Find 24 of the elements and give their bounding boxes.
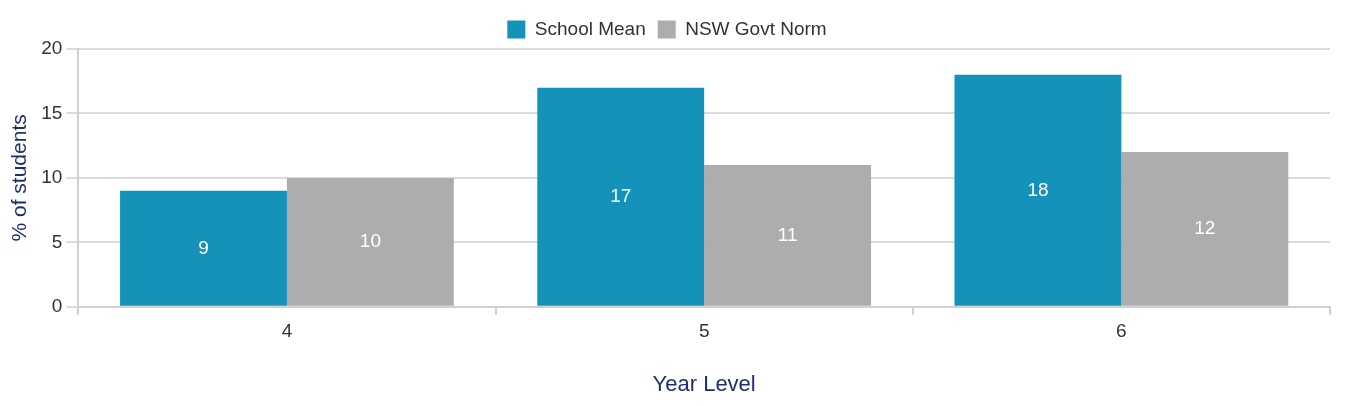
y-tick-label: 15 bbox=[41, 101, 63, 123]
y-tick-label: 5 bbox=[51, 230, 63, 252]
data-label: 18 bbox=[1027, 178, 1049, 200]
bar bbox=[120, 190, 287, 306]
data-label: 11 bbox=[777, 223, 798, 245]
x-tick-label: 6 bbox=[1116, 320, 1127, 342]
y-tick-label: 20 bbox=[41, 37, 63, 59]
bar bbox=[704, 165, 872, 306]
data-label: 17 bbox=[610, 184, 632, 206]
x-axis-title: Year Level bbox=[652, 370, 756, 396]
bar bbox=[1121, 152, 1289, 306]
y-tick-label: 10 bbox=[41, 166, 63, 188]
legend-label: NSW Govt Norm bbox=[685, 17, 827, 39]
bar bbox=[537, 87, 705, 306]
x-tick-label: 5 bbox=[698, 320, 710, 342]
bar bbox=[286, 177, 454, 306]
data-label: 10 bbox=[359, 230, 381, 252]
data-label: 12 bbox=[1194, 217, 1216, 239]
x-tick-label: 4 bbox=[281, 320, 293, 342]
data-label: 9 bbox=[198, 236, 209, 258]
y-axis-title: % of students bbox=[7, 114, 31, 242]
bar bbox=[954, 74, 1122, 306]
y-tick-label: 0 bbox=[51, 295, 63, 317]
legend-label: School Mean bbox=[534, 17, 646, 39]
